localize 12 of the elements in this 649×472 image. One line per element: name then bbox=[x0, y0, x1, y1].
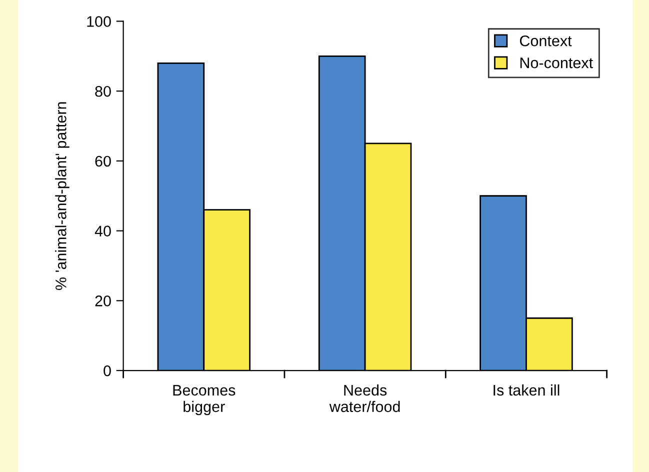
legend-label: Context bbox=[520, 35, 572, 46]
x-tick-label: Becomes bigger bbox=[173, 384, 236, 416]
y-tick-label: 20 bbox=[95, 296, 111, 306]
x-tick-label: Needs water/food bbox=[329, 384, 400, 412]
legend-label: No-context bbox=[520, 58, 593, 68]
y-axis-title: % 'animal-and-plant' pattern bbox=[55, 102, 70, 290]
y-tick-label: 0 bbox=[104, 365, 111, 376]
y-tick-label: 100 bbox=[87, 16, 111, 27]
y-tick-label: 60 bbox=[95, 156, 111, 167]
x-tick-label: Is taken ill bbox=[494, 384, 560, 396]
y-tick-label: 80 bbox=[95, 86, 111, 97]
y-tick-label: 40 bbox=[94, 226, 111, 236]
